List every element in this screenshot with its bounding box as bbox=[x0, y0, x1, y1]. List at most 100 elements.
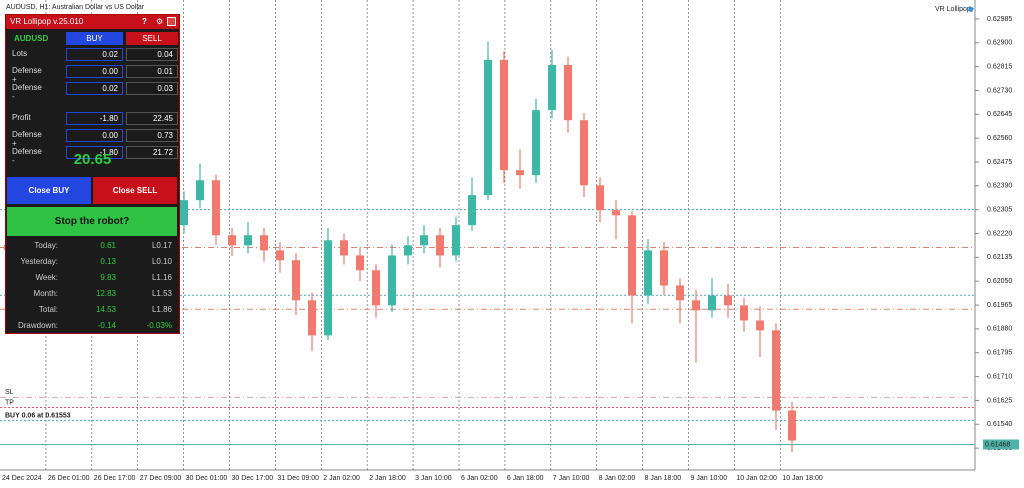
y-tick-label: 0.62475 bbox=[987, 159, 1012, 166]
y-tick-label: 0.62645 bbox=[987, 111, 1012, 118]
candle-body bbox=[420, 235, 428, 246]
candle-body bbox=[372, 270, 380, 306]
candle-body bbox=[708, 295, 716, 311]
x-tick-label: 30 Dec 01:00 bbox=[186, 475, 228, 482]
chart-title: AUDUSD, H1: Australian Dollar vs US Doll… bbox=[6, 4, 145, 11]
level-label: BUY 0.06 at 0.61553 bbox=[5, 412, 71, 419]
y-tick-label: 0.61965 bbox=[987, 302, 1012, 309]
stop-robot-button[interactable]: Stop the robot? bbox=[7, 207, 177, 236]
candle-body bbox=[660, 250, 668, 286]
stat-extra: L0.10 bbox=[151, 257, 172, 266]
x-tick-label: 27 Dec 09:00 bbox=[140, 475, 182, 482]
x-tick-label: 6 Jan 18:00 bbox=[507, 475, 544, 482]
minimize-icon[interactable] bbox=[167, 17, 176, 26]
y-tick-label: 0.62390 bbox=[987, 183, 1012, 190]
x-tick-label: 6 Jan 02:00 bbox=[461, 475, 498, 482]
stat-label: Total: bbox=[38, 305, 58, 314]
sell-value: 0.04 bbox=[126, 48, 178, 61]
candle-body bbox=[548, 64, 556, 111]
stat-extra: L1.86 bbox=[151, 305, 172, 314]
sell-value: 0.01 bbox=[126, 65, 178, 78]
candle-body bbox=[468, 195, 476, 226]
robot-name: VR Lollipop bbox=[935, 6, 971, 13]
candle-body bbox=[244, 235, 252, 246]
candle-body bbox=[516, 170, 524, 176]
row-label: Defense - bbox=[12, 83, 42, 101]
buy-value: -1.80 bbox=[66, 112, 123, 125]
candle-body bbox=[212, 180, 220, 236]
y-tick-label: 0.62305 bbox=[987, 207, 1012, 214]
title-text: VR Lollipop v.25.010 bbox=[10, 17, 84, 26]
sell-value: 0.03 bbox=[126, 82, 178, 95]
row-label: Defense + bbox=[12, 66, 42, 84]
y-tick-label: 0.61710 bbox=[987, 373, 1012, 380]
y-tick-label: 0.62815 bbox=[987, 63, 1012, 70]
candle-body bbox=[356, 255, 364, 271]
x-tick-label: 31 Dec 09:00 bbox=[277, 475, 319, 482]
candle-body bbox=[676, 285, 684, 301]
settings-icon[interactable]: ⚙ bbox=[156, 17, 164, 26]
y-tick-label: 0.61795 bbox=[987, 350, 1012, 357]
sell-value: 21.72 bbox=[126, 146, 178, 159]
buy-value: 0.00 bbox=[66, 65, 123, 78]
stat-label: Month: bbox=[33, 289, 58, 298]
stat-label: Drawdown: bbox=[17, 321, 58, 330]
stat-value: 9.83 bbox=[100, 273, 116, 282]
candle-body bbox=[340, 240, 348, 256]
y-tick-label: 0.62135 bbox=[987, 254, 1012, 261]
candle-body bbox=[324, 240, 332, 336]
stat-label: Yesterday: bbox=[20, 257, 58, 266]
level-label: TP bbox=[5, 399, 14, 406]
buy-header[interactable]: BUY bbox=[66, 32, 123, 45]
bid-label-bg bbox=[983, 439, 1019, 450]
candle-body bbox=[196, 180, 204, 201]
close-sell-button[interactable]: Close SELL bbox=[93, 177, 177, 204]
candle-body bbox=[628, 215, 636, 296]
help-icon[interactable]: ? bbox=[142, 17, 147, 26]
sell-value: 22.45 bbox=[126, 112, 178, 125]
stat-label: Week: bbox=[35, 273, 58, 282]
stat-extra: -0.03% bbox=[146, 321, 172, 330]
x-tick-label: 30 Dec 17:00 bbox=[232, 475, 274, 482]
row-label: Defense - bbox=[12, 147, 42, 165]
candle-body bbox=[788, 410, 796, 441]
stat-extra: L0.17 bbox=[151, 241, 172, 250]
buy-value: 0.00 bbox=[66, 129, 123, 142]
y-tick-label: 0.62220 bbox=[987, 230, 1012, 237]
stat-value: 0.13 bbox=[100, 257, 116, 266]
candle-body bbox=[580, 120, 588, 186]
x-tick-label: 3 Jan 10:00 bbox=[415, 475, 452, 482]
robot-icon bbox=[968, 6, 974, 12]
y-tick-label: 0.62560 bbox=[987, 135, 1012, 142]
x-tick-label: 8 Jan 02:00 bbox=[599, 475, 636, 482]
symbol: AUDUSD bbox=[14, 34, 49, 43]
y-tick-label: 0.62985 bbox=[987, 16, 1012, 23]
sell-value: 0.73 bbox=[126, 129, 178, 142]
candle-body bbox=[276, 250, 284, 261]
y-tick-label: 0.62050 bbox=[987, 278, 1012, 285]
candle-body bbox=[500, 59, 508, 171]
y-tick-label: 0.61625 bbox=[987, 397, 1012, 404]
level-label: SL bbox=[5, 389, 14, 396]
x-tick-label: 7 Jan 10:00 bbox=[553, 475, 590, 482]
x-tick-label: 9 Jan 10:00 bbox=[691, 475, 728, 482]
close-buy-button[interactable]: Close BUY bbox=[7, 177, 91, 204]
candle-body bbox=[596, 185, 604, 211]
stat-extra: L1.16 bbox=[151, 273, 172, 282]
candle-body bbox=[308, 300, 316, 336]
robot-panel: VR Lollipop v.25.010 ? ⚙ AUDUSD BUY SELL… bbox=[5, 14, 180, 334]
buy-value: 0.02 bbox=[66, 82, 123, 95]
candle-body bbox=[740, 305, 748, 321]
y-tick-label: 0.61880 bbox=[987, 326, 1012, 333]
sell-header[interactable]: SELL bbox=[126, 32, 178, 45]
candle-body bbox=[388, 255, 396, 306]
candle-body bbox=[532, 110, 540, 176]
row-label: Defense + bbox=[12, 130, 42, 148]
row-label: Profit bbox=[12, 113, 31, 122]
x-tick-label: 10 Jan 18:00 bbox=[782, 475, 823, 482]
candle-body bbox=[564, 64, 572, 121]
x-tick-label: 2 Jan 02:00 bbox=[323, 475, 360, 482]
candle-body bbox=[692, 300, 700, 311]
stat-value: -0.14 bbox=[97, 321, 116, 330]
